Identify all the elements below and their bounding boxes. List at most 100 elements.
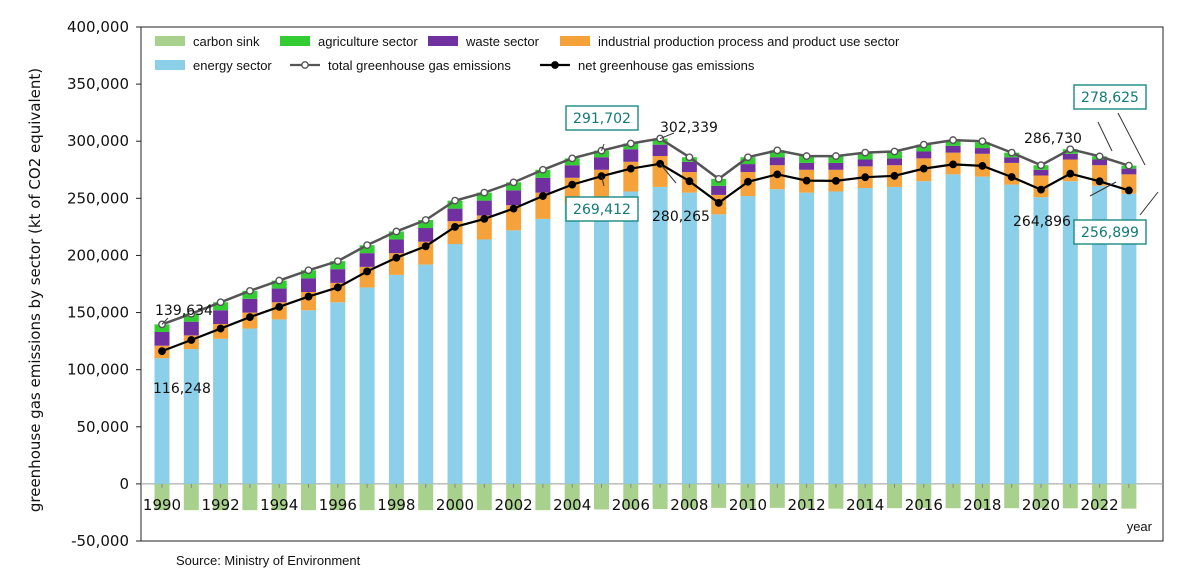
x-tick-label: 1990	[143, 496, 181, 514]
point-total-greenhouse-gas-emissions	[245, 286, 254, 295]
y-tick-label: 150,000	[67, 304, 129, 322]
point-net-greenhouse-gas-emissions	[1066, 169, 1075, 178]
bar-carbon-sink	[623, 483, 639, 510]
bar-agriculture-sector	[301, 270, 316, 279]
point-net-greenhouse-gas-emissions	[158, 347, 166, 356]
point-net-greenhouse-gas-emissions	[509, 204, 518, 213]
bar-waste-sector	[242, 298, 258, 313]
legend: carbon sink agriculture sector waste secto…	[155, 34, 900, 73]
bar-waste-sector	[359, 253, 375, 267]
x-axis: 1990 1992 1994 1996 1998 2000 2002 2004 2006 2008…	[143, 483, 1130, 514]
bar-waste-sector	[916, 151, 932, 159]
bar-waste-sector	[476, 200, 492, 216]
point-total-greenhouse-gas-emissions	[304, 266, 313, 275]
point-net-greenhouse-gas-emissions	[978, 161, 987, 170]
annotation-total-greenhouse-gas-emissions-2023: 278,625	[1073, 84, 1147, 166]
bar-waste-sector	[535, 177, 551, 193]
bar-industrial-production-process-and-product-use-sector	[506, 205, 522, 231]
y-tick-label: 300,000	[67, 132, 129, 150]
y-tick-label: 0	[119, 475, 129, 493]
point-net-greenhouse-gas-emissions	[568, 180, 577, 189]
line-total-greenhouse-gas-emissions	[161, 137, 1130, 326]
point-total-greenhouse-gas-emissions	[275, 276, 284, 285]
bar-waste-sector	[594, 157, 609, 170]
x-tick-label: 1998	[377, 496, 415, 514]
bar-agriculture-sector	[330, 261, 346, 270]
legend-label: industrial production process and produc…	[598, 34, 900, 49]
bar-energy-sector	[213, 338, 229, 484]
point-total-greenhouse-gas-emissions	[744, 153, 752, 162]
x-tick-label: 2016	[905, 496, 943, 514]
x-tick-label: 2020	[1022, 496, 1060, 514]
bar-agriculture-sector	[213, 302, 229, 311]
bar-carbon-sink	[974, 483, 990, 509]
bar-energy-sector	[711, 214, 727, 484]
bar-waste-sector	[506, 190, 522, 206]
bar-energy-sector	[154, 358, 170, 484]
annotation-leader	[1139, 191, 1159, 216]
legend-swatch	[155, 36, 185, 46]
bar-carbon-sink	[388, 483, 404, 511]
point-total-greenhouse-gas-emissions	[187, 309, 196, 318]
bar-energy-sector	[740, 196, 756, 484]
bar-carbon-sink	[330, 483, 346, 511]
bar-energy-sector	[1121, 193, 1137, 484]
bar-waste-sector	[1092, 159, 1108, 166]
point-total-greenhouse-gas-emissions	[714, 175, 723, 183]
bar-waste-sector	[564, 165, 580, 178]
annotation-total-greenhouse-gas-emissions-1990: 139,634	[155, 303, 213, 325]
point-net-greenhouse-gas-emissions	[1037, 185, 1045, 194]
legend-item-industrial-production-process-and-product-use-sector: industrial production process and produc…	[560, 34, 900, 49]
x-tick-label: 1992	[202, 496, 240, 514]
bar-energy-sector	[1062, 181, 1078, 484]
bar-carbon-sink	[213, 483, 229, 511]
bar-waste-sector	[301, 278, 316, 292]
legend-item-agriculture-sector: agriculture sector	[280, 34, 418, 49]
annotation-text: 302,339	[660, 120, 718, 136]
y-tick-label: 100,000	[67, 361, 129, 379]
plot-frame	[140, 26, 1164, 542]
point-total-greenhouse-gas-emissions	[626, 139, 635, 148]
point-total-greenhouse-gas-emissions	[1037, 161, 1045, 170]
bar-waste-sector	[828, 162, 844, 170]
bar-energy-sector	[652, 186, 668, 484]
annotation-leader	[1097, 121, 1113, 152]
bar-carbon-sink	[652, 483, 668, 510]
point-total-greenhouse-gas-emissions	[832, 152, 840, 160]
point-net-greenhouse-gas-emissions	[539, 192, 547, 200]
emission-lines	[158, 134, 1133, 356]
point-total-greenhouse-gas-emissions	[919, 140, 928, 149]
bar-waste-sector	[213, 310, 229, 324]
x-tick-label: 2004	[553, 496, 591, 514]
bar-carbon-sink	[447, 483, 463, 511]
point-total-greenhouse-gas-emissions	[363, 241, 371, 250]
annotation-box	[1073, 219, 1147, 245]
point-net-greenhouse-gas-emissions	[216, 324, 225, 333]
bar-industrial-production-process-and-product-use-sector	[476, 215, 492, 240]
point-total-greenhouse-gas-emissions	[451, 196, 459, 205]
point-net-greenhouse-gas-emissions	[421, 242, 430, 251]
annotation-text: 116,248	[153, 381, 211, 397]
bar-energy-sector	[476, 239, 492, 484]
point-total-greenhouse-gas-emissions	[539, 165, 547, 174]
y-tick-label: 200,000	[67, 246, 129, 264]
bar-carbon-sink	[154, 483, 170, 511]
point-net-greenhouse-gas-emissions	[333, 283, 342, 292]
point-net-greenhouse-gas-emissions	[187, 336, 196, 344]
annotation-text: 139,634	[155, 303, 213, 319]
legend-label: total greenhouse gas emissions	[328, 58, 511, 73]
point-total-greenhouse-gas-emissions	[1066, 145, 1075, 154]
bar-carbon-sink	[740, 483, 756, 509]
bar-carbon-sink	[1004, 483, 1020, 509]
x-tick-label: 2022	[1081, 496, 1119, 514]
stacked-bars	[154, 138, 1137, 511]
bar-energy-sector	[388, 274, 404, 484]
bar-waste-sector	[1004, 157, 1020, 163]
bar-waste-sector	[887, 158, 902, 166]
legend-swatch	[280, 36, 310, 46]
y-tick-label: 50,000	[77, 418, 130, 436]
bar-energy-sector	[681, 192, 697, 484]
bar-energy-sector	[301, 310, 316, 484]
point-net-greenhouse-gas-emissions	[392, 253, 401, 262]
bar-carbon-sink	[418, 483, 434, 511]
